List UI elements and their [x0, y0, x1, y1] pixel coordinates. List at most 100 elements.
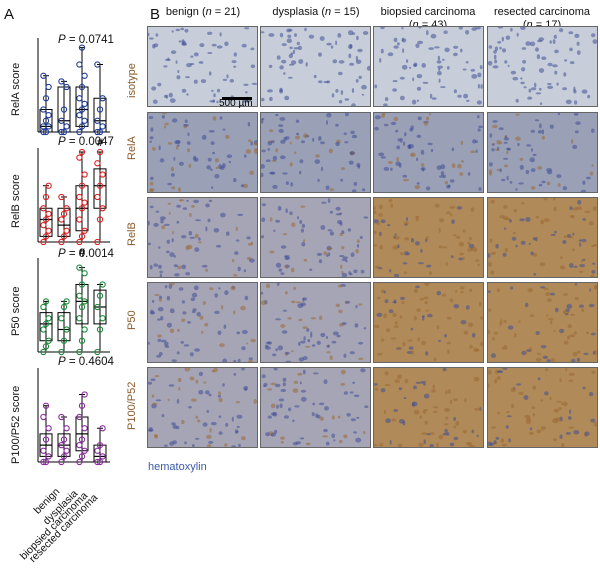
data-point — [78, 182, 86, 189]
micrograph-p100p52-resected — [487, 367, 598, 448]
data-point — [60, 303, 68, 311]
data-point — [63, 123, 70, 130]
plot-rela: P = 0.0741 RelA score — [10, 28, 138, 156]
data-point — [96, 326, 104, 333]
data-point — [81, 171, 88, 178]
pvalue-relb: P = 0.0047 — [58, 136, 114, 148]
data-point — [99, 123, 106, 130]
micrograph-rela-biopsied — [373, 112, 484, 193]
scale-bar — [222, 97, 252, 100]
data-point — [81, 425, 88, 432]
micrograph-relb-resected — [487, 197, 598, 278]
data-point — [40, 348, 47, 356]
data-point — [94, 458, 101, 466]
micrograph-isotype-dysplasia — [260, 26, 371, 107]
data-point — [78, 148, 86, 156]
data-point — [40, 326, 47, 333]
data-point — [78, 453, 86, 460]
data-point — [99, 95, 106, 102]
ylabel-p100: P100/P52 score — [10, 385, 22, 464]
data-point — [58, 413, 65, 421]
micrograph-p100p52-dysplasia — [260, 367, 371, 448]
data-point — [60, 210, 68, 218]
data-point — [78, 337, 86, 344]
data-point — [76, 154, 83, 161]
data-point — [76, 264, 83, 271]
data-point — [76, 193, 83, 201]
data-point — [94, 238, 101, 246]
pvalue-p100-text: = 0.4604 — [65, 356, 114, 368]
data-point — [45, 337, 52, 344]
plot-relb: P = 0.0047 **# RelB score — [10, 136, 138, 266]
data-point — [78, 205, 86, 212]
data-point — [40, 205, 47, 212]
data-point — [81, 298, 88, 305]
data-point — [40, 123, 47, 130]
significance-marker: # — [97, 138, 103, 149]
data-point — [96, 106, 104, 113]
data-point — [58, 128, 65, 136]
data-point — [81, 391, 88, 398]
data-point — [63, 227, 70, 234]
micrograph-p50-resected — [487, 282, 598, 363]
data-point — [60, 106, 68, 113]
data-point — [78, 83, 86, 91]
box — [57, 312, 71, 342]
data-point — [81, 199, 88, 206]
data-point — [81, 326, 88, 333]
data-point — [76, 128, 83, 136]
micrograph-p100p52-biopsied — [373, 367, 484, 448]
data-point — [45, 315, 52, 322]
hematoxylin-footnote: hematoxylin — [148, 461, 207, 473]
data-point — [58, 441, 65, 449]
plot-p100: P = 0.4604 P100/P52 score — [10, 356, 138, 486]
data-point — [96, 216, 104, 223]
data-point — [42, 233, 50, 240]
data-point — [96, 458, 104, 466]
data-point — [76, 216, 83, 223]
data-point — [78, 281, 86, 288]
data-point — [42, 320, 50, 328]
data-point — [78, 402, 86, 409]
plot-p50-svg: *# — [37, 248, 110, 356]
data-point — [76, 348, 83, 356]
micrograph-isotype-benign — [147, 26, 258, 107]
data-point — [58, 117, 65, 124]
panel-b-letter: B — [150, 6, 161, 23]
data-point — [42, 193, 50, 201]
data-point — [78, 303, 86, 311]
data-point — [81, 447, 88, 454]
data-point — [94, 160, 101, 167]
pvalue-rela: P = 0.0741 — [58, 34, 114, 46]
data-point — [96, 182, 104, 189]
data-point — [63, 425, 70, 432]
data-point — [60, 233, 68, 240]
data-point — [78, 233, 86, 240]
data-point — [40, 72, 47, 79]
ylabel-relb: RelB score — [10, 174, 22, 228]
row-label-isotype: isotype — [126, 63, 138, 98]
pvalue-p50-text: = 0.0014 — [65, 248, 114, 260]
data-point — [94, 447, 101, 454]
data-point — [99, 281, 106, 288]
data-point — [76, 95, 83, 102]
column-n-dysplasia: (n = 15) — [321, 6, 360, 18]
data-point — [99, 171, 106, 178]
data-point — [42, 458, 50, 466]
plot-p50: P = 0.0014 *# P50 score — [10, 248, 138, 376]
data-point — [63, 205, 70, 212]
data-point — [60, 436, 68, 443]
data-point — [40, 458, 47, 466]
micrograph-rela-benign — [147, 112, 258, 193]
plot-rela-svg — [37, 38, 110, 136]
data-point — [96, 292, 104, 299]
data-point — [40, 413, 47, 421]
data-point — [40, 221, 47, 229]
box — [75, 284, 89, 325]
column-n-benign: (n = 21) — [201, 6, 241, 18]
data-point — [42, 402, 50, 409]
data-point — [42, 128, 50, 136]
pvalue-p50: P = 0.0014 — [58, 248, 114, 260]
data-point — [94, 117, 101, 124]
micrograph-rela-dysplasia — [260, 112, 371, 193]
